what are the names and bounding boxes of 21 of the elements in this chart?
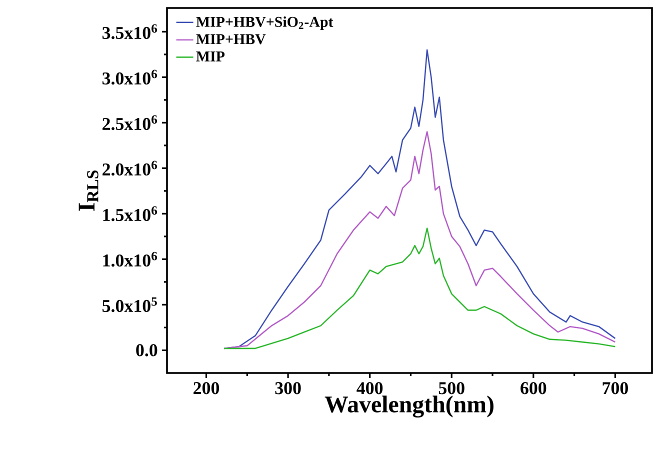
legend-label: MIP+HBV+SiO$_{2}$-Apt bbox=[196, 16, 334, 30]
line-series bbox=[224, 228, 616, 350]
legend-label: MIP+HBV bbox=[196, 34, 266, 44]
y-tick-label: 1.5x10$^{6}$ bbox=[103, 206, 158, 222]
y-tick-label: 1.0x10$^{6}$ bbox=[103, 252, 158, 267]
legend-label: MIP bbox=[196, 52, 225, 62]
x-tick-label: 200 bbox=[194, 382, 220, 394]
x-tick-label: 300 bbox=[275, 382, 301, 394]
y-tick-label: 3.0x10$^{6}$ bbox=[102, 70, 158, 85]
y-axis-title: I$_{RLS}$ bbox=[78, 170, 98, 211]
y-tick-label: 5.0x10$^{5}$ bbox=[102, 297, 157, 312]
y-tick-label: 2.5x10$^{6}$ bbox=[102, 115, 158, 130]
y-tick-label: 3.5x10$^{6}$ bbox=[102, 24, 158, 40]
y-tick-label: 0.0 bbox=[136, 344, 158, 356]
x-tick-label: 600 bbox=[520, 382, 546, 394]
x-axis-title: Wavelength(nm) bbox=[324, 396, 494, 418]
x-tick-label: 400 bbox=[356, 382, 383, 394]
line-series bbox=[224, 131, 616, 350]
x-tick-label: 700 bbox=[602, 382, 628, 394]
y-tick-label: 2.0x10$^{6}$ bbox=[102, 160, 158, 176]
x-tick-label: 500 bbox=[438, 382, 464, 394]
